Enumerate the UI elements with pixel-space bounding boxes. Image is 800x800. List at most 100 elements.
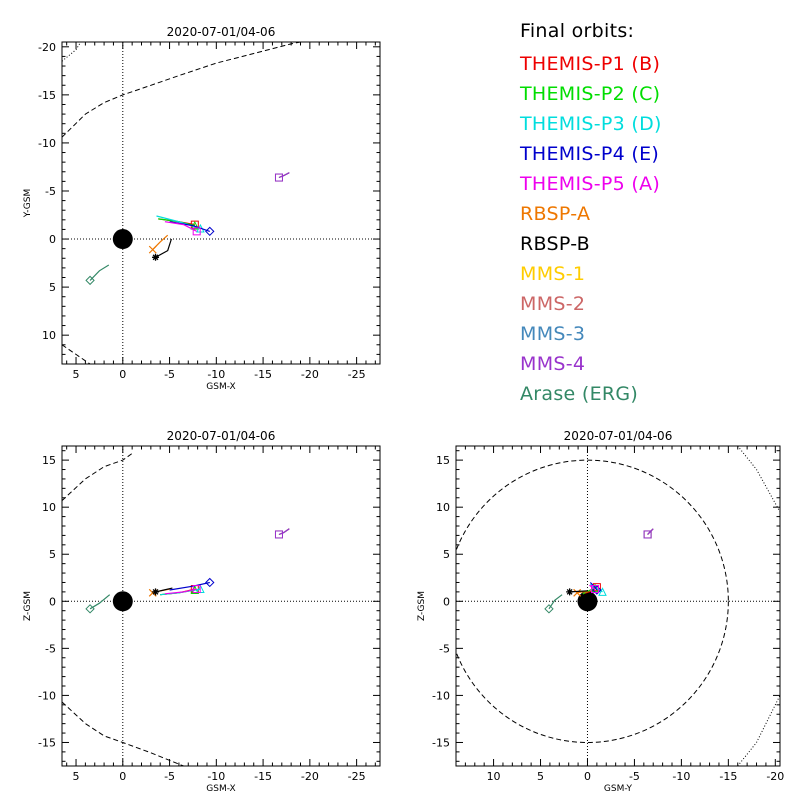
y-tick-label: -15 [38,89,56,102]
magnetopause-boundary [456,459,729,743]
legend-items: THEMIS-P1 (B) THEMIS-P2 (C) THEMIS-P3 (D) T… [520,52,790,412]
x-tick-label: 5 [73,770,80,783]
orbit-end-marker [274,173,283,182]
y-tick-label: -15 [432,736,450,749]
orbit-end-marker [274,173,283,182]
plot-frame [455,445,781,767]
y-tick-label: 10 [42,329,56,342]
x-tick-label: -20 [301,770,319,783]
orbit-end-marker [85,275,95,286]
plot-frame [61,41,381,365]
x-tick-label: 5 [73,368,80,381]
bow-shock-boundary [737,446,780,513]
orbit-legend: Final orbits: THEMIS-P1 (B) THEMIS-P2 (C)… [520,20,790,412]
legend-item: RBSP-B [520,233,591,255]
orbit-track [164,588,197,595]
x-tick-label: -25 [348,770,366,783]
y-tick-label: 10 [436,501,450,514]
orbit-track [89,264,110,281]
x-tick-label: 10 [487,770,501,783]
legend-item: THEMIS-P2 (C) [520,83,661,105]
orbit-track [548,594,563,610]
y-tick-label: -5 [45,642,56,655]
legend-item: MMS-2 [520,293,586,315]
x-tick-label: -10 [207,770,225,783]
x-tick-label: -5 [164,368,175,381]
orbit-end-marker [148,245,157,254]
y-tick-label: -5 [439,642,450,655]
orbit-track [589,582,598,591]
panel-title: 2020-07-01/04-06 [564,429,673,443]
magnetopause-boundary [62,453,133,501]
x-tick-label: -15 [254,368,272,381]
orbit-end-marker [643,530,652,539]
y-tick-label: -10 [38,137,56,150]
y-tick-label: -15 [38,736,56,749]
legend-item: MMS-4 [520,353,586,375]
orbit-end-marker [85,604,95,614]
y-tick-label: 0 [49,233,56,246]
y-axis-label: Z-GSM [417,591,427,621]
y-tick-label: 5 [49,548,56,561]
y-tick-label: 15 [42,454,56,467]
orbit-end-marker [544,604,554,614]
y-axis-label: Z-GSM [23,591,33,621]
plot-frame [61,445,381,767]
orbit-track [278,172,290,179]
x-tick-label: -10 [672,770,690,783]
x-tick-label: -5 [629,770,640,783]
plot-area [62,42,380,364]
earth-marker [112,229,133,250]
legend-item: MMS-3 [520,323,586,345]
x-tick-label: 5 [537,770,544,783]
x-tick-label: -15 [254,770,272,783]
y-tick-label: 5 [49,281,56,294]
panel-xz-plane: 5 0 -5 -10 -15 -20 -25 15 10 5 0 -5 -10 -15 2020-07-01… [23,429,381,794]
legend-item: THEMIS-P5 (A) [520,173,661,195]
orbit-end-marker [274,173,283,182]
orbit-end-marker [274,530,283,539]
legend-item: Arase (ERG) [520,383,639,405]
x-tick-label: -20 [301,368,319,381]
orbit-end-marker [205,577,215,588]
orbit-track [169,581,210,591]
y-tick-label: 0 [49,595,56,608]
plot-area [62,446,380,766]
y-axis-label: Y-GSM [23,189,33,218]
legend-item: THEMIS-P3 (D) [520,113,662,135]
panel-yz-plane: 10 5 0 -5 -10 -15 -20 15 10 5 0 -5 -10 -15 2020-07-01/… [417,429,784,794]
orbit-track [164,221,197,232]
y-tick-label: -10 [432,689,450,702]
x-tick-label: -10 [207,368,225,381]
orbit-end-marker [598,587,607,596]
legend-item: MMS-1 [520,263,586,285]
y-tick-label: 0 [443,595,450,608]
legend-item: THEMIS-P1 (B) [520,53,661,75]
orbit-track [589,584,596,590]
x-axis-label: GSM-X [206,382,235,392]
orbit-end-marker [152,253,160,261]
bow-shock-boundary [62,42,82,62]
x-tick-label: 0 [119,368,126,381]
x-tick-label: -5 [164,770,175,783]
orbit-track [89,594,111,610]
y-tick-label: 10 [42,501,56,514]
orbit-end-marker [152,588,160,596]
y-tick-label: 5 [443,548,450,561]
orbit-track [647,528,654,535]
x-tick-label: 0 [119,770,126,783]
orbit-track [169,221,210,232]
bow-shock-boundary [737,695,780,766]
magnetopause-boundary [62,42,301,138]
legend-item: THEMIS-P4 (E) [520,143,660,165]
x-tick-label: -25 [348,368,366,381]
y-tick-label: -20 [38,41,56,54]
legend-title: Final orbits: [520,20,635,42]
plot-area [456,446,780,766]
panel-xy-plane: 5 0 -5 -10 -15 -20 -25 -20 -15 -10 -5 0 5 10 2020-07-0… [23,25,381,392]
x-axis-label: GSM-X [206,784,235,794]
orbit-track [155,238,172,258]
y-tick-label: 15 [436,454,450,467]
x-tick-label: 0 [584,770,591,783]
